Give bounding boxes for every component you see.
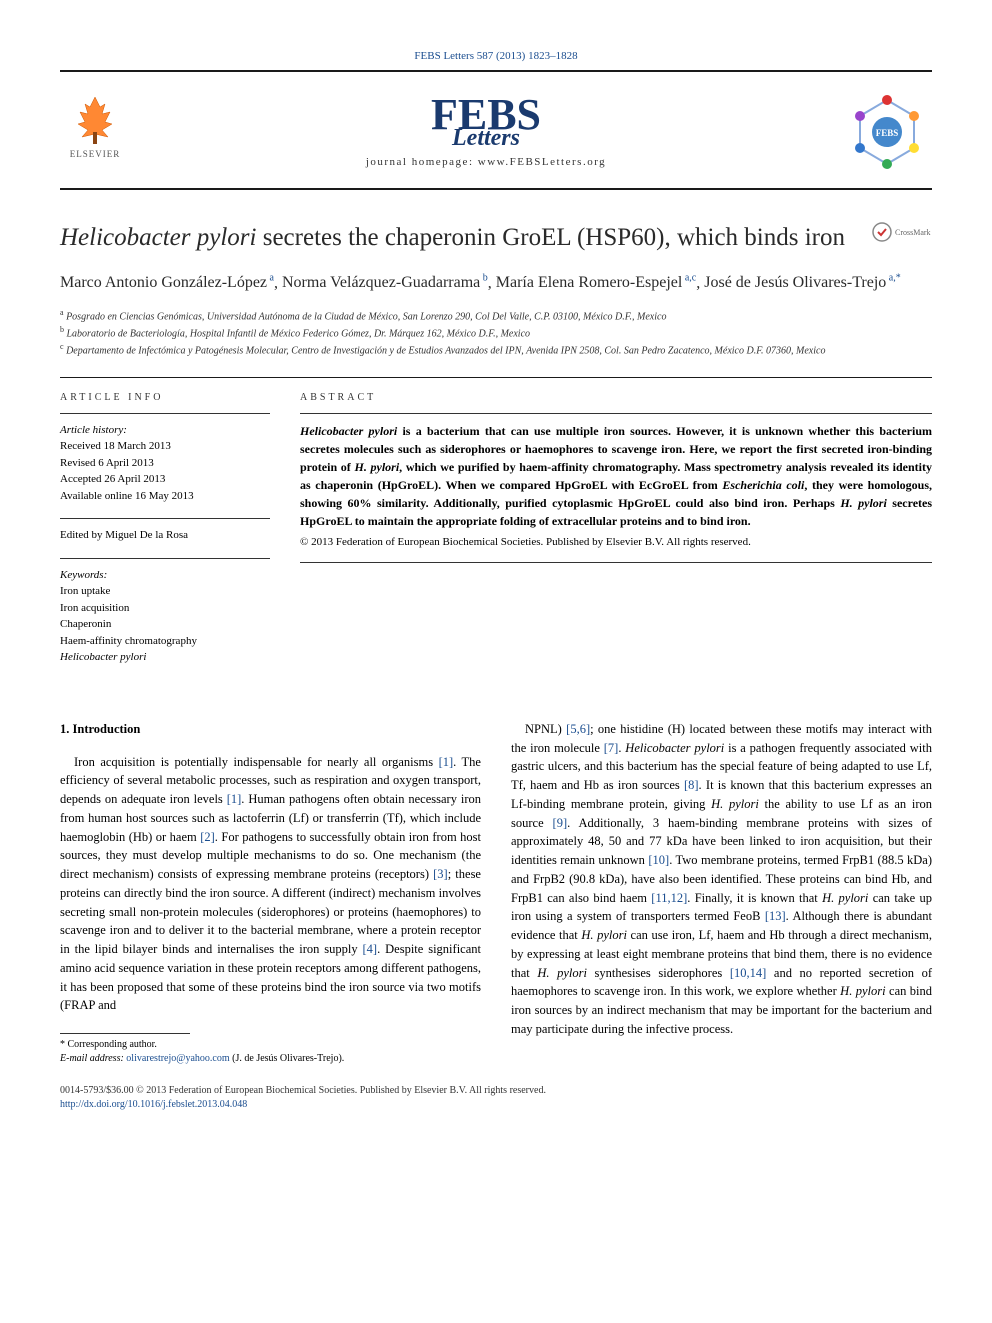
title-rest: secretes the chaperonin GroEL (HSP60), w… — [256, 224, 845, 251]
intro-heading: 1. Introduction — [60, 720, 481, 739]
crossmark-icon — [872, 222, 892, 242]
article-info-column: ARTICLE INFO Article history: Received 1… — [60, 378, 270, 680]
corresponding-label: * Corresponding author. — [60, 1038, 481, 1052]
journal-header: ELSEVIER FEBS Letters journal homepage: … — [60, 78, 932, 182]
keyword: Haem-affinity chromatography — [60, 633, 270, 650]
abstract-header: ABSTRACT — [300, 392, 932, 403]
info-divider-2 — [60, 518, 270, 519]
affiliation-line: a Posgrado en Ciencias Genómicas, Univer… — [60, 307, 932, 324]
keyword: Helicobacter pylori — [60, 649, 270, 666]
journal-homepage-link[interactable]: journal homepage: www.FEBSLetters.org — [366, 156, 606, 168]
article-title: Helicobacter pylori secretes the chapero… — [60, 222, 872, 255]
crossmark-label: CrossMark — [895, 228, 931, 237]
author-affil-sup: a — [267, 273, 274, 284]
history-line: Available online 16 May 2013 — [60, 488, 270, 505]
email-label: E-mail address: — [60, 1053, 124, 1064]
keyword: Iron acquisition — [60, 600, 270, 617]
article-info-header: ARTICLE INFO — [60, 392, 270, 403]
intro-paragraph-2: NPNL) [5,6]; one histidine (H) located b… — [511, 720, 932, 1039]
keyword: Chaperonin — [60, 616, 270, 633]
header-rule-top — [60, 70, 932, 72]
article-body: 1. Introduction Iron acquisition is pote… — [60, 720, 932, 1066]
journal-citation: FEBS Letters 587 (2013) 1823–1828 — [60, 50, 932, 62]
abstract-column: ABSTRACT Helicobacter pylori is a bacter… — [300, 378, 932, 680]
article-history-block: Article history: Received 18 March 2013R… — [60, 422, 270, 505]
intro-paragraph-1: Iron acquisition is potentially indispen… — [60, 753, 481, 1016]
body-column-left: 1. Introduction Iron acquisition is pote… — [60, 720, 481, 1066]
affiliation-line: c Departamento de Infectómica y Patogéne… — [60, 341, 932, 358]
author-affil-sup: a,* — [886, 273, 900, 284]
author-affil-sup: a,c — [682, 273, 696, 284]
author: María Elena Romero-Espejel a,c — [496, 274, 696, 291]
history-line: Received 18 March 2013 — [60, 438, 270, 455]
affiliation-line: b Laboratorio de Bacteriología, Hospital… — [60, 324, 932, 341]
footer-metadata: 0014-5793/$36.00 © 2013 Federation of Eu… — [60, 1084, 932, 1112]
abstract-text: Helicobacter pylori is a bacterium that … — [300, 422, 932, 530]
issn-copyright-line: 0014-5793/$36.00 © 2013 Federation of Eu… — [60, 1084, 932, 1098]
history-label: Article history: — [60, 422, 270, 439]
body-column-right: NPNL) [5,6]; one histidine (H) located b… — [511, 720, 932, 1066]
info-divider-1 — [60, 413, 270, 414]
edited-by: Edited by Miguel De la Rosa — [60, 527, 270, 544]
title-italic-species: Helicobacter pylori — [60, 224, 256, 251]
elsevier-label: ELSEVIER — [70, 149, 121, 159]
journal-logo-block: FEBS Letters journal homepage: www.FEBSL… — [366, 96, 606, 168]
author: Marco Antonio González-López a — [60, 274, 274, 291]
history-line: Accepted 26 April 2013 — [60, 471, 270, 488]
affiliations-list: a Posgrado en Ciencias Genómicas, Univer… — [60, 307, 932, 359]
footnote-separator — [60, 1033, 190, 1034]
authors-list: Marco Antonio González-López a, Norma Ve… — [60, 271, 932, 295]
abstract-divider — [300, 413, 932, 414]
author: Norma Velázquez-Guadarrama b — [282, 274, 488, 291]
journal-logo-main: FEBS Letters — [366, 96, 606, 148]
abstract-bottom-rule — [300, 562, 932, 563]
letters-text: Letters — [366, 128, 606, 148]
elsevier-logo[interactable]: ELSEVIER — [60, 92, 130, 172]
history-line: Revised 6 April 2013 — [60, 455, 270, 472]
keywords-label: Keywords: — [60, 567, 270, 584]
author-affil-sup: b — [480, 273, 488, 284]
info-divider-3 — [60, 558, 270, 559]
author: José de Jesús Olivares-Trejo a,* — [704, 274, 901, 291]
corresponding-email-link[interactable]: olivarestrejo@yahoo.com — [126, 1053, 229, 1064]
febs-hex-icon: FEBS — [842, 92, 932, 172]
email-person: (J. de Jesús Olivares-Trejo). — [232, 1053, 344, 1064]
doi-link[interactable]: http://dx.doi.org/10.1016/j.febslet.2013… — [60, 1099, 247, 1110]
crossmark-badge[interactable]: CrossMark — [872, 222, 932, 242]
copyright-line: © 2013 Federation of European Biochemica… — [300, 536, 932, 548]
febs-badge-icon: FEBS — [842, 92, 932, 172]
keywords-block: Keywords: Iron uptakeIron acquisitionCha… — [60, 567, 270, 666]
corresponding-author-note: * Corresponding author. E-mail address: … — [60, 1038, 481, 1066]
header-rule-bottom — [60, 188, 932, 190]
keyword: Iron uptake — [60, 583, 270, 600]
svg-text:FEBS: FEBS — [876, 128, 899, 138]
elsevier-tree-icon — [70, 92, 120, 147]
